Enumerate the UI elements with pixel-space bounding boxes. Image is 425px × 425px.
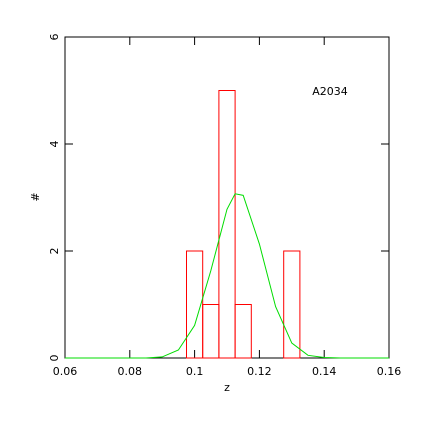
x-tick-label: 0.1 [186, 365, 204, 378]
x-tick-label: 0.12 [247, 365, 272, 378]
y-tick-label: 0 [48, 355, 61, 362]
y-tick-label: 2 [48, 248, 61, 255]
histogram-bar [186, 250, 204, 359]
histogram-bar [218, 90, 236, 359]
y-tick-label: 4 [48, 141, 61, 148]
histogram-bar [234, 304, 252, 359]
annotation: A2034 [312, 85, 348, 98]
y-axis-label: # [29, 192, 42, 201]
histogram-bar [202, 304, 220, 359]
x-tick-label: 0.06 [53, 365, 78, 378]
x-axis-label: z [224, 381, 230, 394]
x-tick-label: 0.14 [312, 365, 337, 378]
x-tick-label: 0.08 [118, 365, 143, 378]
fit-curve [65, 193, 389, 359]
x-tick-label: 0.16 [377, 365, 402, 378]
y-tick-label: 6 [48, 34, 61, 41]
histogram-bar [283, 250, 301, 359]
